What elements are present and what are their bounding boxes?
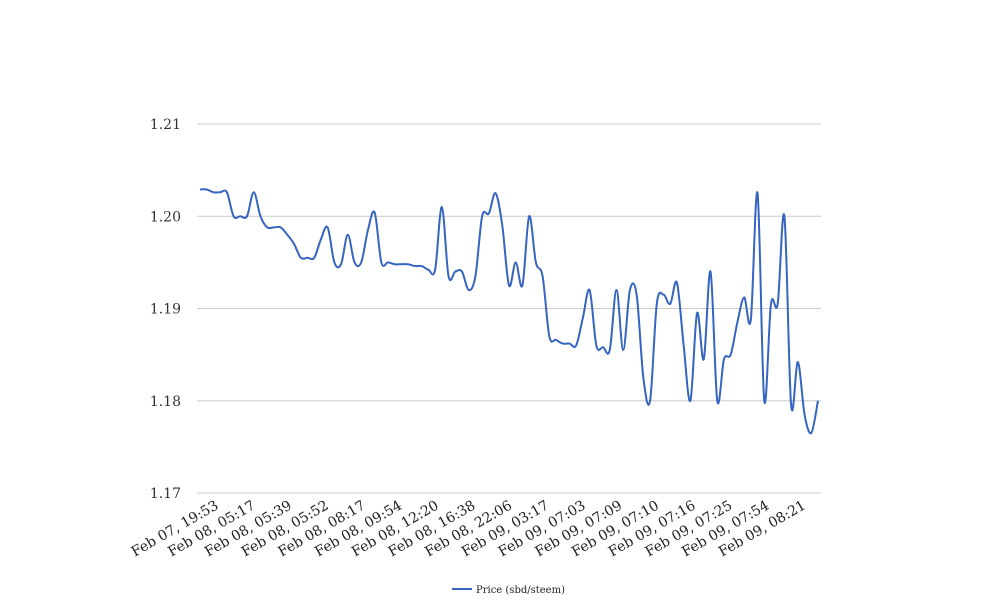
y-tick-label: 1.18 — [150, 394, 181, 410]
series-layer — [199, 188, 819, 435]
y-tick-label: 1.21 — [150, 117, 181, 133]
legend-label: Price (sbd/steem) — [476, 585, 565, 596]
y-tick-label: 1.17 — [150, 486, 181, 502]
grid-layer — [197, 123, 821, 494]
y-tick-label: 1.19 — [150, 302, 181, 318]
y-tick-label: 1.20 — [150, 209, 181, 225]
y-axis-ticks: 1.21 1.20 1.19 1.18 1.17 — [150, 117, 181, 502]
series-line — [199, 188, 819, 435]
legend: Price (sbd/steem) — [452, 585, 565, 596]
